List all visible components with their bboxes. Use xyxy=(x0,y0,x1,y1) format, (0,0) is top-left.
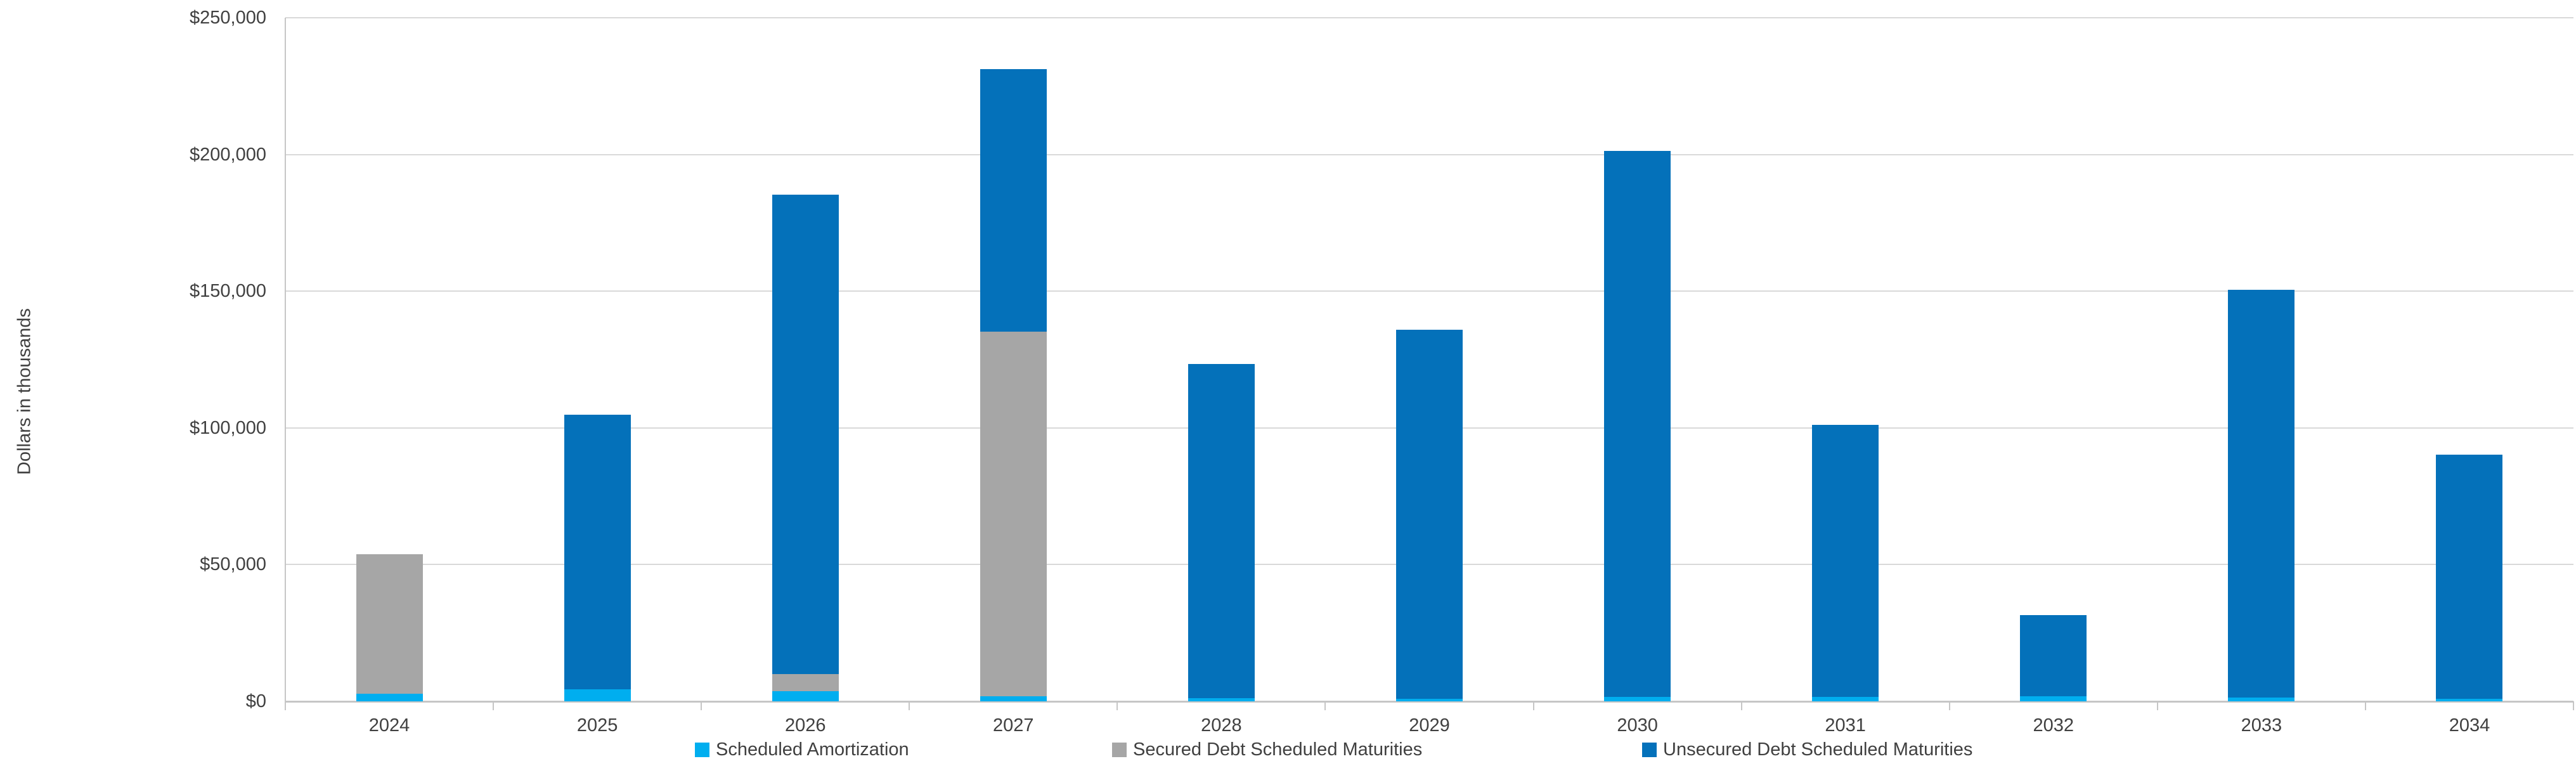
legend-item: Secured Debt Scheduled Maturities xyxy=(1112,738,1422,761)
bar-segment-unsecured-debt-scheduled-maturities-2027 xyxy=(980,68,1047,332)
gridline xyxy=(285,17,2573,18)
gridline xyxy=(285,290,2573,292)
x-axis-category-label: 2032 xyxy=(2033,715,2074,736)
x-axis-category-label: 2028 xyxy=(1201,715,1242,736)
x-axis-tick xyxy=(701,701,702,710)
gridline xyxy=(285,153,2573,155)
x-axis-category-label: 2034 xyxy=(2449,715,2490,736)
x-axis-category-label: 2026 xyxy=(784,715,826,736)
legend-swatch-icon xyxy=(1112,742,1127,757)
bar-segment-scheduled-amortization-2033 xyxy=(2228,697,2295,701)
bar-segment-secured-debt-scheduled-maturities-2026 xyxy=(772,674,839,691)
bar-segment-secured-debt-scheduled-maturities-2024 xyxy=(356,554,423,694)
bar-segment-scheduled-amortization-2031 xyxy=(1812,697,1879,701)
x-axis-tick xyxy=(2573,701,2574,710)
bar-segment-unsecured-debt-scheduled-maturities-2031 xyxy=(1812,424,1879,698)
y-axis-tick-label: $200,000 xyxy=(190,144,266,165)
bar-segment-scheduled-amortization-2030 xyxy=(1604,697,1671,701)
bar-segment-scheduled-amortization-2028 xyxy=(1188,698,1255,701)
bar-segment-scheduled-amortization-2026 xyxy=(772,691,839,701)
y-axis-tick-label: $50,000 xyxy=(200,554,266,575)
legend-swatch-icon xyxy=(695,742,709,757)
bar-segment-scheduled-amortization-2032 xyxy=(2020,696,2087,701)
x-axis-tick xyxy=(1324,701,1326,710)
bar-segment-scheduled-amortization-2027 xyxy=(980,696,1047,701)
x-axis-tick xyxy=(285,701,286,710)
legend-label: Secured Debt Scheduled Maturities xyxy=(1133,739,1423,760)
bar-segment-unsecured-debt-scheduled-maturities-2025 xyxy=(564,415,631,690)
y-axis-line xyxy=(285,18,286,703)
bar-segment-unsecured-debt-scheduled-maturities-2034 xyxy=(2436,454,2503,699)
legend-item: Scheduled Amortization xyxy=(695,738,909,761)
bar-segment-unsecured-debt-scheduled-maturities-2026 xyxy=(772,194,839,675)
legend-label: Scheduled Amortization xyxy=(716,739,909,760)
bar-segment-unsecured-debt-scheduled-maturities-2033 xyxy=(2228,289,2295,698)
y-axis-tick-label: $250,000 xyxy=(190,8,266,28)
x-axis-tick xyxy=(1116,701,1118,710)
x-axis-category-label: 2025 xyxy=(576,715,618,736)
y-axis-tick-label: $100,000 xyxy=(190,417,266,438)
x-axis-tick xyxy=(1532,701,1534,710)
x-axis-category-label: 2031 xyxy=(1825,715,1866,736)
x-axis-tick xyxy=(2156,701,2158,710)
x-axis-category-label: 2030 xyxy=(1617,715,1658,736)
x-axis-category-label: 2027 xyxy=(993,715,1034,736)
chart-legend: Scheduled Amortization Secured Debt Sched… xyxy=(0,738,2576,763)
x-axis-tick xyxy=(1948,701,1950,710)
x-axis-line xyxy=(285,701,2573,703)
x-axis-category-label: 2024 xyxy=(368,715,410,736)
bar-segment-scheduled-amortization-2034 xyxy=(2436,699,2503,701)
x-axis-tick xyxy=(2364,701,2366,710)
y-axis-tick-label: $0 xyxy=(245,691,266,711)
bar-segment-unsecured-debt-scheduled-maturities-2032 xyxy=(2020,614,2087,697)
y-axis-title: Dollars in thousands xyxy=(14,308,35,475)
x-axis-tick xyxy=(493,701,495,710)
bar-segment-unsecured-debt-scheduled-maturities-2029 xyxy=(1396,329,1463,699)
y-axis-tick-label: $150,000 xyxy=(190,281,266,302)
bar-segment-scheduled-amortization-2029 xyxy=(1396,699,1463,701)
x-axis-category-label: 2029 xyxy=(1409,715,1450,736)
x-axis-category-label: 2033 xyxy=(2241,715,2282,736)
x-axis-tick xyxy=(909,701,910,710)
bar-segment-scheduled-amortization-2025 xyxy=(564,689,631,701)
legend-label: Unsecured Debt Scheduled Maturities xyxy=(1663,739,1973,760)
bar-segment-secured-debt-scheduled-maturities-2027 xyxy=(980,331,1047,697)
legend-item: Unsecured Debt Scheduled Maturities xyxy=(1642,738,1972,761)
bar-segment-unsecured-debt-scheduled-maturities-2028 xyxy=(1188,364,1255,698)
x-axis-tick xyxy=(1740,701,1742,710)
bar-segment-scheduled-amortization-2024 xyxy=(356,693,423,701)
bar-segment-unsecured-debt-scheduled-maturities-2030 xyxy=(1604,150,1671,698)
legend-swatch-icon xyxy=(1642,742,1657,757)
